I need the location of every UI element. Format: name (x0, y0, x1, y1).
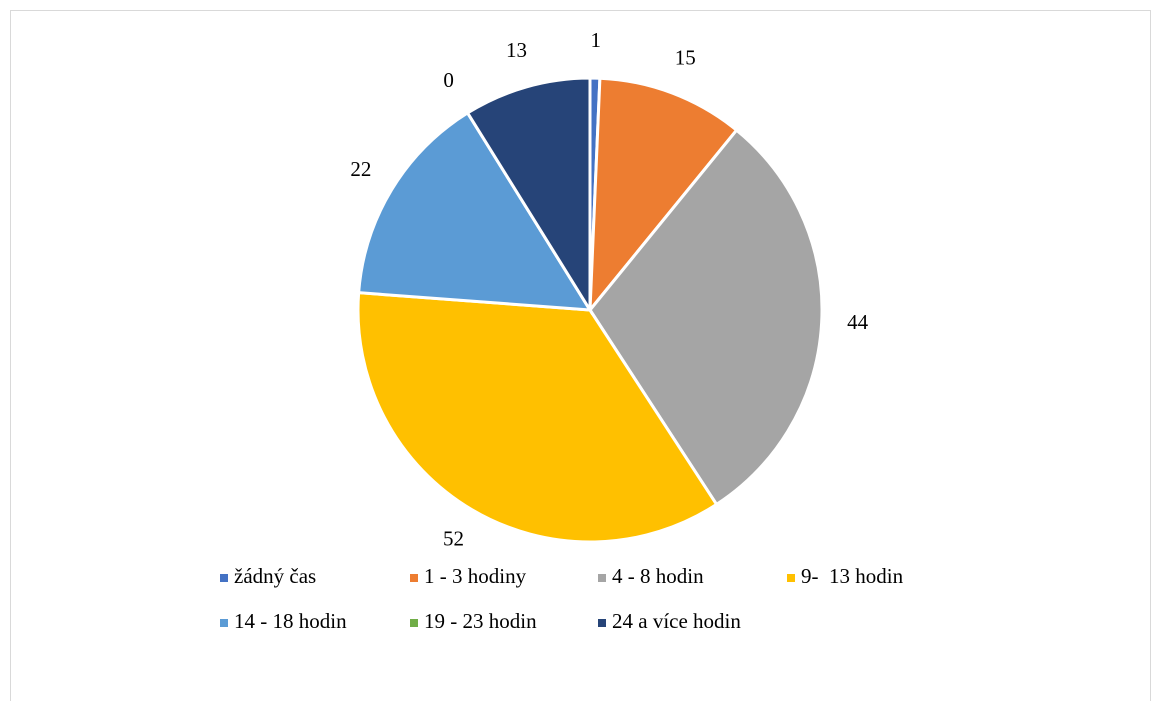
legend-label: 24 a více hodin (612, 609, 741, 633)
chart-frame (10, 10, 1151, 701)
data-label: 22 (350, 157, 371, 181)
legend-swatch (410, 619, 418, 627)
data-label: 15 (675, 45, 696, 69)
pie-slice (357, 110, 593, 312)
legend-swatch (410, 574, 418, 582)
legend-label: 9- 13 hodin (801, 564, 904, 588)
data-label: 1 (590, 28, 601, 52)
legend-label: 14 - 18 hodin (234, 609, 347, 633)
pie-slice (356, 291, 719, 544)
pie-slice (588, 128, 824, 507)
legend-label: 19 - 23 hodin (424, 609, 537, 633)
legend-swatch (220, 619, 228, 627)
legend-label: 4 - 8 hodin (612, 564, 704, 588)
data-label: 44 (847, 310, 869, 334)
legend-label: 1 - 3 hodiny (424, 564, 527, 588)
legend-swatch (787, 574, 795, 582)
legend-swatch (220, 574, 228, 582)
legend-label: žádný čas (234, 564, 316, 588)
data-label: 52 (443, 526, 464, 550)
data-label: 0 (443, 68, 454, 92)
legend-swatch (598, 619, 606, 627)
legend-swatch (598, 574, 606, 582)
data-label: 13 (506, 38, 527, 62)
pie-slice (465, 76, 592, 316)
pie-slice (588, 76, 739, 315)
